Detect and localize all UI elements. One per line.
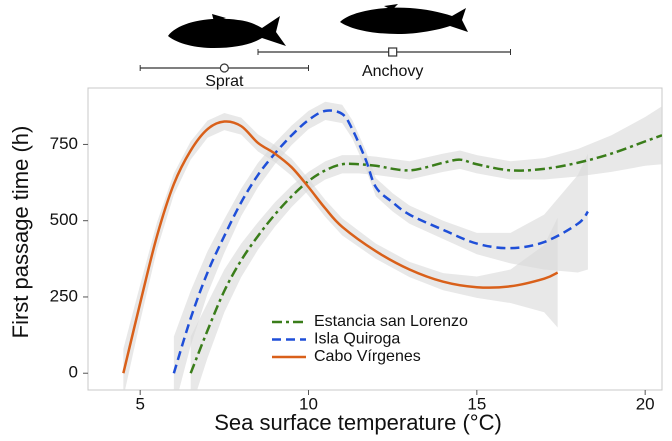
range-center xyxy=(219,63,229,73)
x-tick-label: 5 xyxy=(135,394,144,413)
confidence-band xyxy=(173,101,588,390)
x-tick-label: 20 xyxy=(636,394,655,413)
x-axis-title: Sea surface temperature (°C) xyxy=(214,410,502,435)
sprat-icon xyxy=(168,14,286,48)
legend-label: Cabo Vírgenes xyxy=(314,348,421,365)
y-axis-title: First passage time (h) xyxy=(8,126,33,339)
confidence-band xyxy=(190,106,662,390)
range-label: Anchovy xyxy=(362,63,423,80)
x-tick-label: 15 xyxy=(467,394,486,413)
x-tick-label: 10 xyxy=(299,394,318,413)
y-tick-label: 500 xyxy=(50,210,78,229)
series-line xyxy=(122,120,559,374)
bands xyxy=(123,101,662,390)
y-tick-label: 750 xyxy=(50,134,78,153)
anchovy-icon xyxy=(340,4,468,34)
series-line xyxy=(189,134,662,374)
y-tick-label: 250 xyxy=(50,286,78,305)
legend-label: Isla Quiroga xyxy=(314,331,400,348)
lines xyxy=(122,109,662,374)
plot-frame xyxy=(87,87,663,391)
range-center xyxy=(388,47,398,57)
range-label: Sprat xyxy=(205,73,244,90)
y-tick-label: 0 xyxy=(69,363,78,382)
legend-label: Estancia san Lorenzo xyxy=(314,313,468,330)
